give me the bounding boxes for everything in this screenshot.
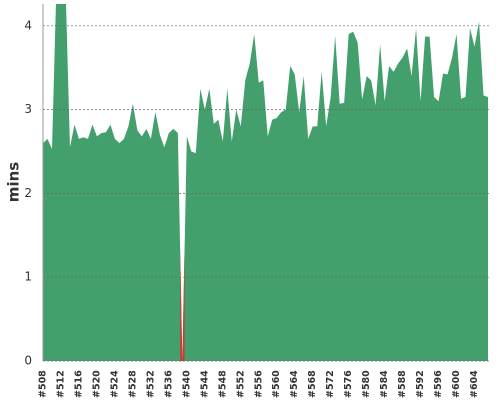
y-tick-label: 4 xyxy=(24,18,32,32)
x-tick-label: #592 xyxy=(415,370,426,398)
x-tick-label: #540 xyxy=(181,370,192,398)
x-tick-label: #544 xyxy=(199,370,210,398)
x-tick-label: #516 xyxy=(73,370,84,398)
x-tick-label: #548 xyxy=(217,370,228,398)
x-tick-label: #556 xyxy=(253,370,264,398)
area xyxy=(43,4,488,361)
x-tick-label: #532 xyxy=(145,370,156,398)
plot-area xyxy=(43,4,488,361)
x-tick-label: #552 xyxy=(235,370,246,398)
y-tick-label: 2 xyxy=(24,186,32,200)
x-tick-label: #564 xyxy=(289,370,300,398)
x-tick-label: #536 xyxy=(163,370,174,398)
x-tick-label: #600 xyxy=(451,370,462,398)
x-tick-label: #524 xyxy=(109,370,120,398)
x-tick-label: #560 xyxy=(271,370,282,398)
x-tick-label: #604 xyxy=(469,370,480,398)
x-tick-label: #588 xyxy=(397,370,408,398)
x-tick-label: #576 xyxy=(343,370,354,398)
x-tick-label: #580 xyxy=(361,370,372,398)
x-tick-label: #596 xyxy=(433,370,444,398)
x-tick-label: #508 xyxy=(38,370,49,398)
y-axis-label: mins xyxy=(5,162,23,202)
x-tick-label: #520 xyxy=(91,370,102,398)
x-tick-label: #572 xyxy=(325,370,336,398)
x-tick-label: #568 xyxy=(307,370,318,398)
x-tick-label: #584 xyxy=(379,370,390,398)
failed-build xyxy=(180,247,185,361)
y-tick-label: 1 xyxy=(24,270,32,284)
x-tick-label: #512 xyxy=(55,370,66,398)
y-tick-label: 0 xyxy=(24,354,32,368)
y-tick-label: 3 xyxy=(24,102,32,116)
x-tick-label: #528 xyxy=(127,370,138,398)
